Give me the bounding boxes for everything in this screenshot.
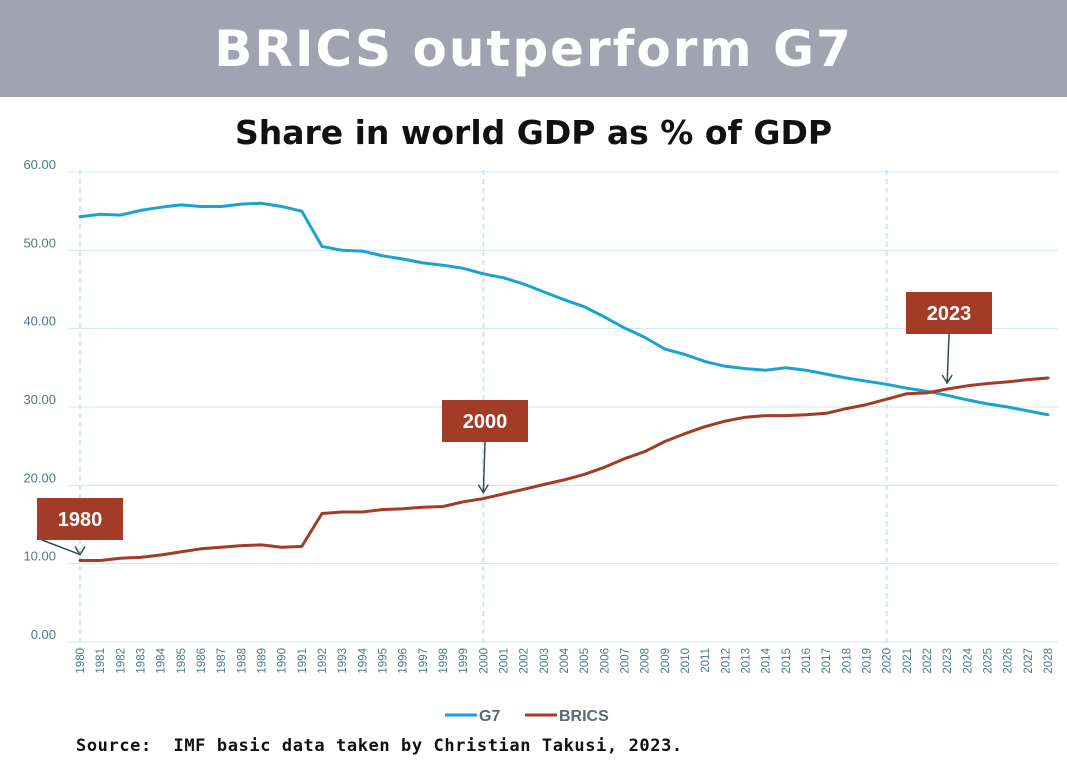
x-tick-label: 2007 <box>620 648 632 674</box>
callout-box <box>37 498 123 540</box>
y-tick-label: 10.00 <box>23 549 56 564</box>
x-tick-label: 2013 <box>741 648 753 674</box>
x-tick-label: 2023 <box>942 648 954 674</box>
callout-arrow <box>946 333 950 384</box>
x-tick-label: 1994 <box>357 647 369 673</box>
callout-box <box>442 400 528 442</box>
x-tick-label: 2022 <box>922 648 934 674</box>
callout-label: 1980 <box>58 509 103 531</box>
x-tick-label: 2004 <box>559 647 571 673</box>
x-tick-label: 2017 <box>821 648 833 674</box>
chart-title: Share in world GDP as % of GDP <box>234 113 833 152</box>
x-tick-label: 1980 <box>75 648 87 674</box>
x-tick-label: 2006 <box>599 648 611 674</box>
legend-label: BRICS <box>559 708 609 725</box>
y-tick-label: 20.00 <box>23 470 56 485</box>
x-tick-label: 1986 <box>196 648 208 674</box>
x-tick-label: 2005 <box>579 648 591 674</box>
callout-label: 2023 <box>927 303 972 325</box>
x-tick-label: 2011 <box>700 648 712 673</box>
x-tick-label: 1997 <box>418 648 430 674</box>
x-tick-label: 2008 <box>640 648 652 674</box>
y-tick-label: 30.00 <box>23 392 56 407</box>
x-tick-label: 2028 <box>1043 648 1055 674</box>
x-tick-label: 2020 <box>882 648 894 674</box>
callout-arrow <box>41 539 81 556</box>
x-tick-label: 1988 <box>236 648 248 674</box>
x-tick-label: 1993 <box>337 648 349 674</box>
x-tick-label: 1983 <box>136 648 148 674</box>
header-banner: BRICS outperform G7 <box>0 0 1067 97</box>
x-tick-label: 1987 <box>216 648 228 674</box>
x-tick-label: 2003 <box>539 648 551 674</box>
y-tick-label: 60.00 <box>23 157 56 172</box>
x-tick-label: 1981 <box>95 648 107 674</box>
x-tick-label: 2016 <box>801 648 813 674</box>
x-tick-label: 2019 <box>862 648 874 674</box>
x-tick-label: 1989 <box>257 648 269 674</box>
x-tick-label: 2026 <box>1003 648 1015 674</box>
x-tick-label: 1985 <box>176 648 188 674</box>
x-tick-label: 2000 <box>478 648 490 674</box>
x-tick-label: 1996 <box>398 648 410 674</box>
x-tick-label: 1984 <box>156 647 168 673</box>
x-tick-label: 2014 <box>761 647 773 673</box>
x-tick-label: 1995 <box>378 648 390 674</box>
callout-arrow <box>482 441 486 493</box>
page-title: BRICS outperform G7 <box>214 19 853 78</box>
x-tick-label: 2018 <box>841 648 853 674</box>
legend-label: G7 <box>479 708 500 725</box>
callout-box <box>906 292 992 334</box>
x-tick-label: 1992 <box>317 648 329 674</box>
x-tick-label: 2021 <box>902 648 914 674</box>
x-tick-label: 1990 <box>277 648 289 674</box>
y-tick-label: 50.00 <box>23 235 56 250</box>
series-line-g7 <box>78 201 1050 417</box>
x-tick-label: 2012 <box>720 648 732 674</box>
x-tick-label: 1998 <box>438 648 450 674</box>
x-tick-label: 2025 <box>983 648 995 674</box>
x-tick-label: 2001 <box>499 648 511 674</box>
callout-arrowhead <box>477 484 489 495</box>
x-tick-label: 2027 <box>1023 648 1035 674</box>
y-tick-label: 40.00 <box>23 314 56 329</box>
x-tick-label: 2015 <box>781 648 793 674</box>
x-tick-label: 2009 <box>660 648 672 674</box>
y-tick-label: 0.00 <box>31 627 56 642</box>
x-tick-label: 2002 <box>519 648 531 674</box>
callout-label: 2000 <box>463 411 508 433</box>
x-tick-label: 1982 <box>115 648 127 674</box>
x-tick-label: 2010 <box>680 648 692 674</box>
series-line-brics <box>78 376 1050 562</box>
x-tick-label: 1991 <box>297 648 309 674</box>
callout-arrowhead <box>941 374 953 385</box>
x-tick-label: 1999 <box>458 648 470 674</box>
source-note: Source: IMF basic data taken by Christia… <box>76 736 683 756</box>
callout-arrowhead <box>74 546 86 556</box>
x-tick-label: 2024 <box>962 647 974 673</box>
